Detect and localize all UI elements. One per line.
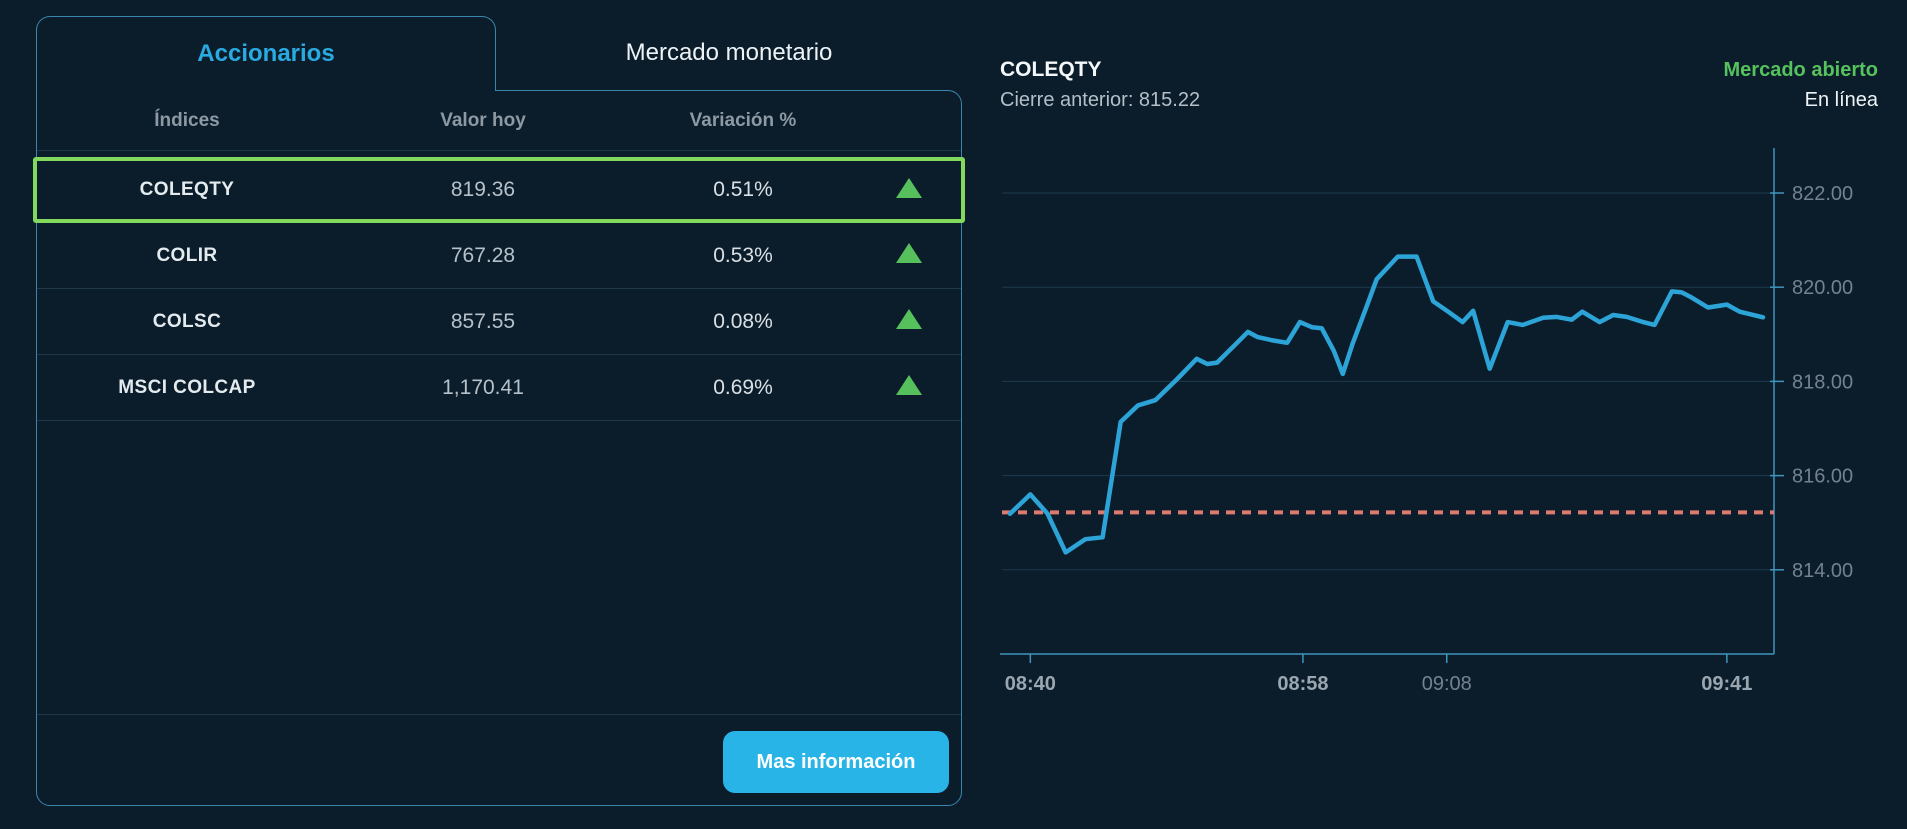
indices-panel-body: Índices Valor hoy Variación % COLEQTY 81…	[33, 90, 965, 806]
up-triangle-icon	[896, 309, 922, 329]
table-row-colir[interactable]: COLIR 767.28 0.53%	[37, 223, 961, 289]
y-tick-label: 814.00	[1792, 560, 1853, 582]
tab-accionarios[interactable]: Accionarios	[36, 16, 496, 91]
up-triangle-icon	[896, 243, 922, 263]
index-name: COLIR	[156, 244, 218, 266]
panel-footer: Mas información	[37, 714, 961, 805]
indices-panel: Accionarios Mercado monetario Índices Va…	[33, 16, 965, 806]
index-name: COLEQTY	[139, 179, 235, 200]
index-value: 767.28	[450, 243, 516, 267]
index-change: 0.51%	[713, 178, 773, 201]
x-tick-label: 08:58	[1277, 673, 1328, 690]
y-tick-label: 820.00	[1792, 277, 1853, 299]
quote-header: COLEQTY Cierre anterior: 815.22 Mercado …	[1000, 55, 1878, 115]
table-row-colsc[interactable]: COLSC 857.55 0.08%	[37, 289, 961, 355]
column-header-variacion: Variación %	[689, 109, 797, 131]
index-change: 0.69%	[713, 375, 773, 399]
table-row-coleqty[interactable]: COLEQTY 819.36 0.51%	[33, 157, 965, 223]
x-tick-label: 09:41	[1701, 673, 1752, 690]
y-tick-label: 822.00	[1792, 183, 1853, 205]
price-line	[1007, 254, 1766, 555]
more-info-button[interactable]: Mas información	[723, 731, 949, 793]
table-row-msci-colcap[interactable]: MSCI COLCAP 1,170.41 0.69%	[37, 355, 961, 421]
table-header-row: Índices Valor hoy Variación %	[37, 91, 961, 151]
tab-accionarios-label: Accionarios	[197, 40, 335, 67]
index-name: COLSC	[152, 310, 222, 332]
previous-close-text: Cierre anterior: 815.22	[1000, 89, 1201, 111]
market-status-badge: Mercado abierto	[1723, 59, 1878, 81]
y-tick-label: 816.00	[1792, 466, 1853, 488]
column-header-valor-hoy: Valor hoy	[440, 109, 526, 131]
column-header-indices: Índices	[154, 109, 220, 131]
indices-rows: COLEQTY 819.36 0.51% COLIR 767.28 0.53% …	[33, 151, 965, 421]
index-name: MSCI COLCAP	[118, 376, 256, 398]
index-change: 0.08%	[713, 309, 773, 333]
quote-symbol: COLEQTY	[1000, 58, 1102, 81]
x-tick-label: 08:40	[1005, 673, 1056, 690]
index-change: 0.53%	[713, 243, 773, 267]
quote-chart-panel: COLEQTY Cierre anterior: 815.22 Mercado …	[1000, 55, 1905, 755]
x-tick-label: 09:08	[1422, 673, 1472, 690]
index-value: 857.55	[450, 309, 516, 333]
tab-mercado-monetario[interactable]: Mercado monetario	[496, 16, 962, 90]
y-tick-label: 818.00	[1792, 371, 1853, 393]
up-triangle-icon	[896, 375, 922, 395]
intraday-price-chart: 822.00 820.00 818.00 816.00 814.00 08:40 08:58…	[1000, 148, 1853, 690]
index-value: 819.36	[450, 178, 516, 201]
up-triangle-icon	[896, 177, 922, 198]
index-value: 1,170.41	[442, 375, 524, 399]
connection-status-badge: En línea	[1804, 89, 1878, 111]
tab-mercado-monetario-label: Mercado monetario	[625, 39, 833, 66]
